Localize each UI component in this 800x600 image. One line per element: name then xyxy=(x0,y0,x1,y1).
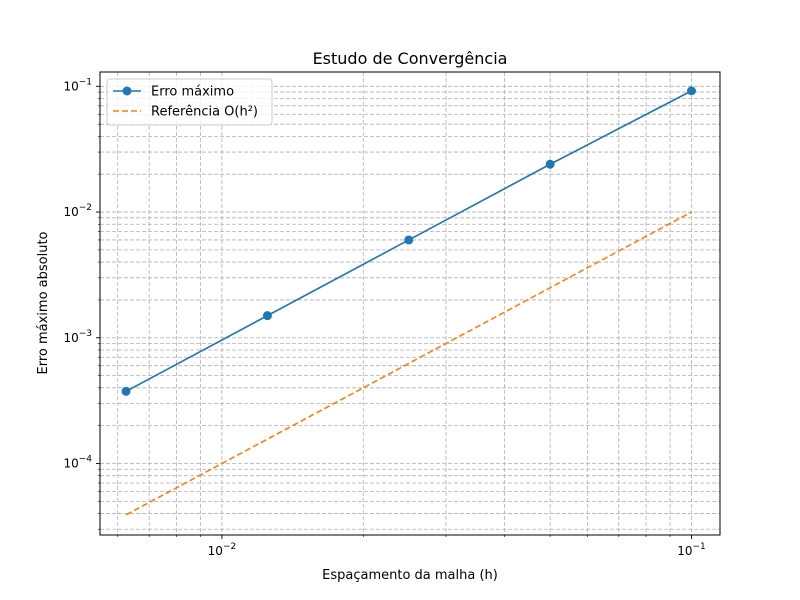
y-tick-label: 10−4 xyxy=(63,455,92,471)
legend-marker-erro xyxy=(122,86,132,96)
series-group xyxy=(121,86,696,516)
x-tick-label: 10−1 xyxy=(677,542,706,558)
plot-frame xyxy=(99,71,721,536)
legend: Erro máximo Referência O(h²) xyxy=(106,78,273,126)
chart-title: Estudo de Convergência xyxy=(313,49,508,68)
data-point xyxy=(121,386,131,396)
legend-box xyxy=(106,78,273,126)
x-tick-label: 10−2 xyxy=(208,542,237,558)
x-axis-label: Espaçamento da malha (h) xyxy=(322,568,498,583)
y-axis-label: Erro máximo absoluto xyxy=(36,231,51,374)
legend-label-referencia: Referência O(h²) xyxy=(151,105,258,120)
y-tick-label: 10−2 xyxy=(63,203,92,219)
data-point xyxy=(404,235,414,245)
data-point xyxy=(686,86,696,96)
series-line-1 xyxy=(125,211,692,516)
ticks: 10−2 10−1 10−4 10−3 10−2 10−1 xyxy=(63,77,705,558)
data-point xyxy=(545,159,555,169)
legend-label-erro: Erro máximo xyxy=(151,85,234,100)
data-point xyxy=(262,311,272,321)
grid xyxy=(100,72,720,535)
y-tick-label: 10−1 xyxy=(63,77,92,93)
y-tick-label: 10−3 xyxy=(63,329,92,345)
